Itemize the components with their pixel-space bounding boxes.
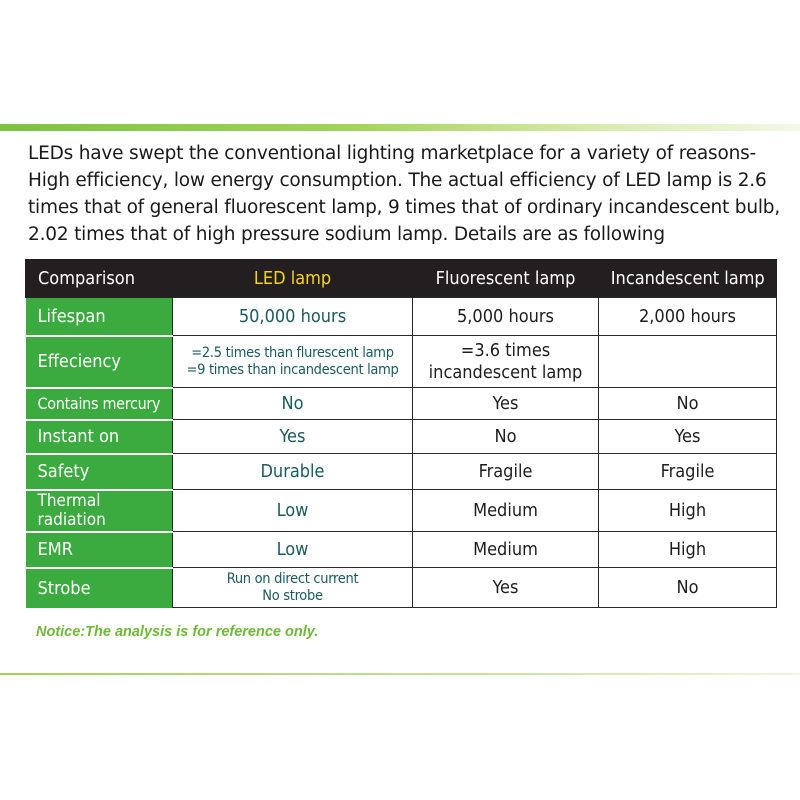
intro-line: times that of general fluorescent lamp, …: [28, 197, 781, 218]
table-row: Contains mercury No Yes No: [25, 387, 777, 421]
row-label-strobe: Strobe: [25, 567, 173, 608]
intro-line: 2.02 times that of high pressure sodium …: [28, 224, 665, 245]
header-incandescent-lamp: Incandescent lamp: [598, 259, 777, 298]
table-row: Instant on Yes No Yes: [25, 419, 777, 455]
table-row: EMR Low Medium High: [25, 531, 777, 569]
intro-line: High efficiency, low energy consumption.…: [28, 170, 767, 191]
cell-incandescent: High: [598, 531, 777, 568]
cell-led: Low: [172, 531, 413, 568]
cell-led: Run on direct current No strobe: [172, 567, 413, 608]
notice-text: Notice:The analysis is for reference onl…: [36, 624, 319, 640]
label-line: radiation: [37, 509, 106, 530]
cell-led: Low: [172, 489, 413, 532]
row-label-instant-on: Instant on: [25, 419, 173, 455]
cell-incandescent: No: [598, 387, 777, 420]
cell-incandescent: [598, 335, 777, 388]
cell-line: =9 times than incandescent lamp: [186, 361, 399, 378]
cell-led: Durable: [172, 453, 413, 490]
cell-fluorescent: Medium: [412, 531, 599, 568]
cell-fluorescent: Yes: [412, 567, 599, 608]
cell-fluorescent: 5,000 hours: [412, 297, 599, 336]
cell-incandescent: No: [598, 567, 777, 608]
table-row: Safety Durable Fragile Fragile: [25, 453, 777, 491]
cell-fluorescent: No: [412, 419, 599, 454]
cell-incandescent: Fragile: [598, 453, 777, 490]
intro-line: LEDs have swept the conventional lightin…: [28, 143, 757, 164]
label-line: Thermal: [37, 490, 101, 511]
cell-led: Yes: [172, 419, 413, 454]
cell-incandescent: 2,000 hours: [598, 297, 777, 336]
cell-fluorescent: Yes: [412, 387, 599, 420]
table-row: Thermal radiation Low Medium High: [25, 489, 777, 533]
table-row: Strobe Run on direct current No strobe Y…: [25, 567, 777, 608]
comparison-table: Comparison LED lamp Fluorescent lamp Inc…: [25, 259, 777, 608]
header-comparison: Comparison: [25, 259, 173, 298]
bottom-green-line: [0, 673, 800, 675]
table-row: Effeciency =2.5 times than flurescent la…: [25, 335, 777, 389]
cell-fluorescent: Medium: [412, 489, 599, 532]
row-label-lifespan: Lifespan: [25, 297, 173, 337]
cell-fluorescent: =3.6 times incandescent lamp: [412, 335, 599, 388]
cell-line: incandescent lamp: [428, 361, 583, 383]
row-label-emr: EMR: [25, 531, 173, 569]
table-row: Lifespan 50,000 hours 5,000 hours 2,000 …: [25, 297, 777, 337]
cell-incandescent: Yes: [598, 419, 777, 454]
cell-fluorescent: Fragile: [412, 453, 599, 490]
row-label-safety: Safety: [25, 453, 173, 491]
cell-line: No strobe: [262, 587, 323, 604]
cell-led: 50,000 hours: [172, 297, 413, 336]
cell-line: Run on direct current: [226, 570, 359, 587]
header-led-lamp: LED lamp: [172, 259, 413, 298]
cell-line: =2.5 times than flurescent lamp: [191, 344, 394, 361]
row-label-contains-mercury: Contains mercury: [25, 387, 173, 421]
intro-paragraph: LEDs have swept the conventional lightin…: [28, 140, 788, 248]
cell-line: =3.6 times: [460, 339, 551, 361]
cell-incandescent: High: [598, 489, 777, 532]
top-green-bar: [0, 124, 800, 131]
header-fluorescent-lamp: Fluorescent lamp: [412, 259, 599, 298]
cell-led: =2.5 times than flurescent lamp =9 times…: [172, 335, 413, 388]
row-label-thermal-radiation: Thermal radiation: [25, 489, 173, 533]
row-label-efficiency: Effeciency: [25, 335, 173, 389]
cell-led: No: [172, 387, 413, 420]
table-header-row: Comparison LED lamp Fluorescent lamp Inc…: [25, 259, 777, 298]
